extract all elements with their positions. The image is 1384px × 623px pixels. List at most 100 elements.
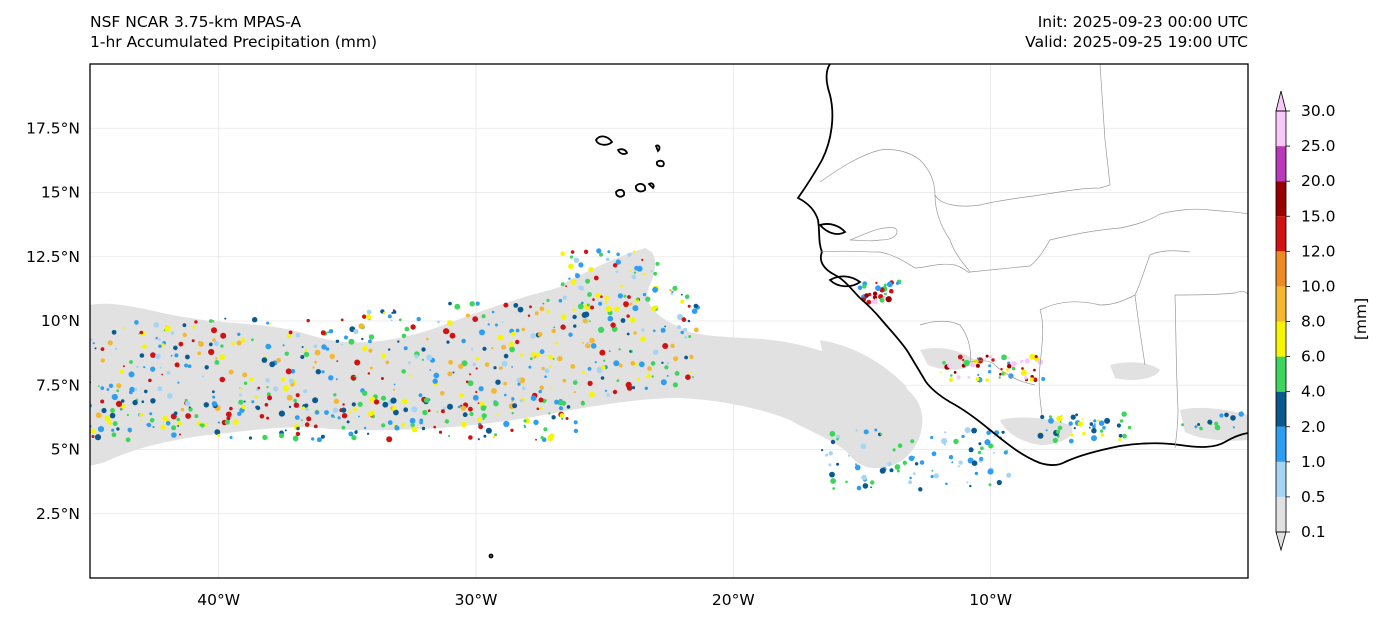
precip-cell <box>132 399 138 406</box>
precip-cell <box>636 378 640 382</box>
precip-light-field <box>90 248 1248 469</box>
precip-cell <box>589 391 595 398</box>
precip-cell <box>327 331 329 334</box>
precip-cell <box>1104 417 1111 424</box>
precip-cell <box>328 375 334 381</box>
precip-cell <box>266 416 270 420</box>
precip-cell <box>987 468 994 475</box>
precip-cell <box>600 295 603 299</box>
precip-cell <box>469 301 475 307</box>
precip-cell <box>1121 411 1127 417</box>
precip-cell <box>885 296 892 303</box>
precip-cell <box>1207 419 1213 425</box>
precip-cell <box>856 485 862 491</box>
precip-cell <box>141 413 144 417</box>
precip-cell <box>862 483 869 489</box>
precip-cell <box>589 320 591 323</box>
precip-cell <box>541 366 545 371</box>
precip-cell <box>522 384 525 386</box>
precip-cell <box>228 369 234 375</box>
colorbar-level-label: 0.5 <box>1301 488 1326 506</box>
precip-cell <box>631 274 637 280</box>
precip-cell <box>582 370 585 374</box>
precip-cell <box>560 251 565 256</box>
precip-cell <box>600 376 605 380</box>
precip-cell <box>437 320 440 324</box>
precip-cell <box>380 377 384 380</box>
precip-cell <box>669 289 672 292</box>
precip-cell <box>248 436 253 440</box>
precip-cell <box>875 285 881 291</box>
precip-cell <box>312 397 319 404</box>
precip-cell <box>610 322 616 328</box>
precip-cell <box>312 366 315 369</box>
precip-cell <box>469 373 471 376</box>
precip-cell <box>269 361 276 368</box>
precip-cell <box>288 330 293 335</box>
precip-cell <box>629 302 633 306</box>
precip-cell <box>511 412 514 415</box>
precip-cell <box>301 346 304 348</box>
precip-cell <box>948 377 954 383</box>
precip-cell <box>629 270 632 273</box>
precip-cell <box>495 379 501 385</box>
precip-cell <box>150 352 156 358</box>
precip-cell <box>348 431 354 437</box>
precip-cell <box>1091 428 1097 434</box>
precip-cell <box>969 484 972 488</box>
precip-cell <box>944 443 946 446</box>
precip-cell <box>285 368 292 375</box>
precip-cell <box>606 393 610 397</box>
precip-cell <box>282 344 285 347</box>
lat-tick-label: 12.5°N <box>26 248 80 266</box>
precip-cell <box>599 252 603 257</box>
precip-cell <box>829 430 836 437</box>
precip-cell <box>570 364 576 369</box>
precip-cell <box>586 342 590 345</box>
precip-cell <box>1081 418 1084 421</box>
precip-cell <box>266 392 271 397</box>
precip-cell <box>519 377 526 384</box>
precip-cell <box>562 295 567 300</box>
precip-cell <box>174 362 180 368</box>
precip-cell <box>348 338 355 345</box>
precip-cell <box>392 310 397 314</box>
precip-cell <box>542 302 545 305</box>
precip-cell <box>354 359 361 366</box>
lat-tick-label: 17.5°N <box>26 119 80 137</box>
precip-cell <box>204 365 209 370</box>
precip-cell <box>262 434 268 441</box>
precip-cell <box>666 374 669 377</box>
time-info-block: Init: 2025-09-23 00:00 UTC Valid: 2025-0… <box>1025 12 1248 52</box>
precip-cell <box>631 386 636 390</box>
precip-cell <box>549 365 552 368</box>
precip-cell <box>554 399 560 405</box>
precip-cell <box>578 262 584 268</box>
precip-cell <box>433 372 440 379</box>
precip-cell <box>469 411 474 417</box>
colorbar-min-extension <box>1275 531 1287 552</box>
precip-cell <box>836 437 839 441</box>
precip-cell <box>884 292 887 296</box>
precip-cell <box>111 393 118 401</box>
colorbar-level-label: 30.0 <box>1301 102 1336 120</box>
precip-cell <box>942 360 946 365</box>
precip-cell <box>508 341 514 348</box>
precip-cell <box>449 332 456 339</box>
precip-cell <box>641 328 645 332</box>
precip-cell <box>392 406 397 411</box>
precip-cell <box>294 415 300 420</box>
precip-cell <box>988 483 992 487</box>
lat-tick-label: 5°N <box>51 441 80 459</box>
precip-cell <box>381 423 386 428</box>
precip-cell <box>284 351 289 356</box>
precip-cell <box>551 328 556 334</box>
precip-cell <box>448 434 451 438</box>
precip-cell <box>553 326 556 329</box>
precip-cell <box>403 346 408 351</box>
precip-cell <box>111 428 115 432</box>
precip-cell <box>626 332 630 336</box>
precip-cell <box>572 314 577 320</box>
precip-cell <box>368 334 375 340</box>
precip-cell <box>503 381 507 386</box>
